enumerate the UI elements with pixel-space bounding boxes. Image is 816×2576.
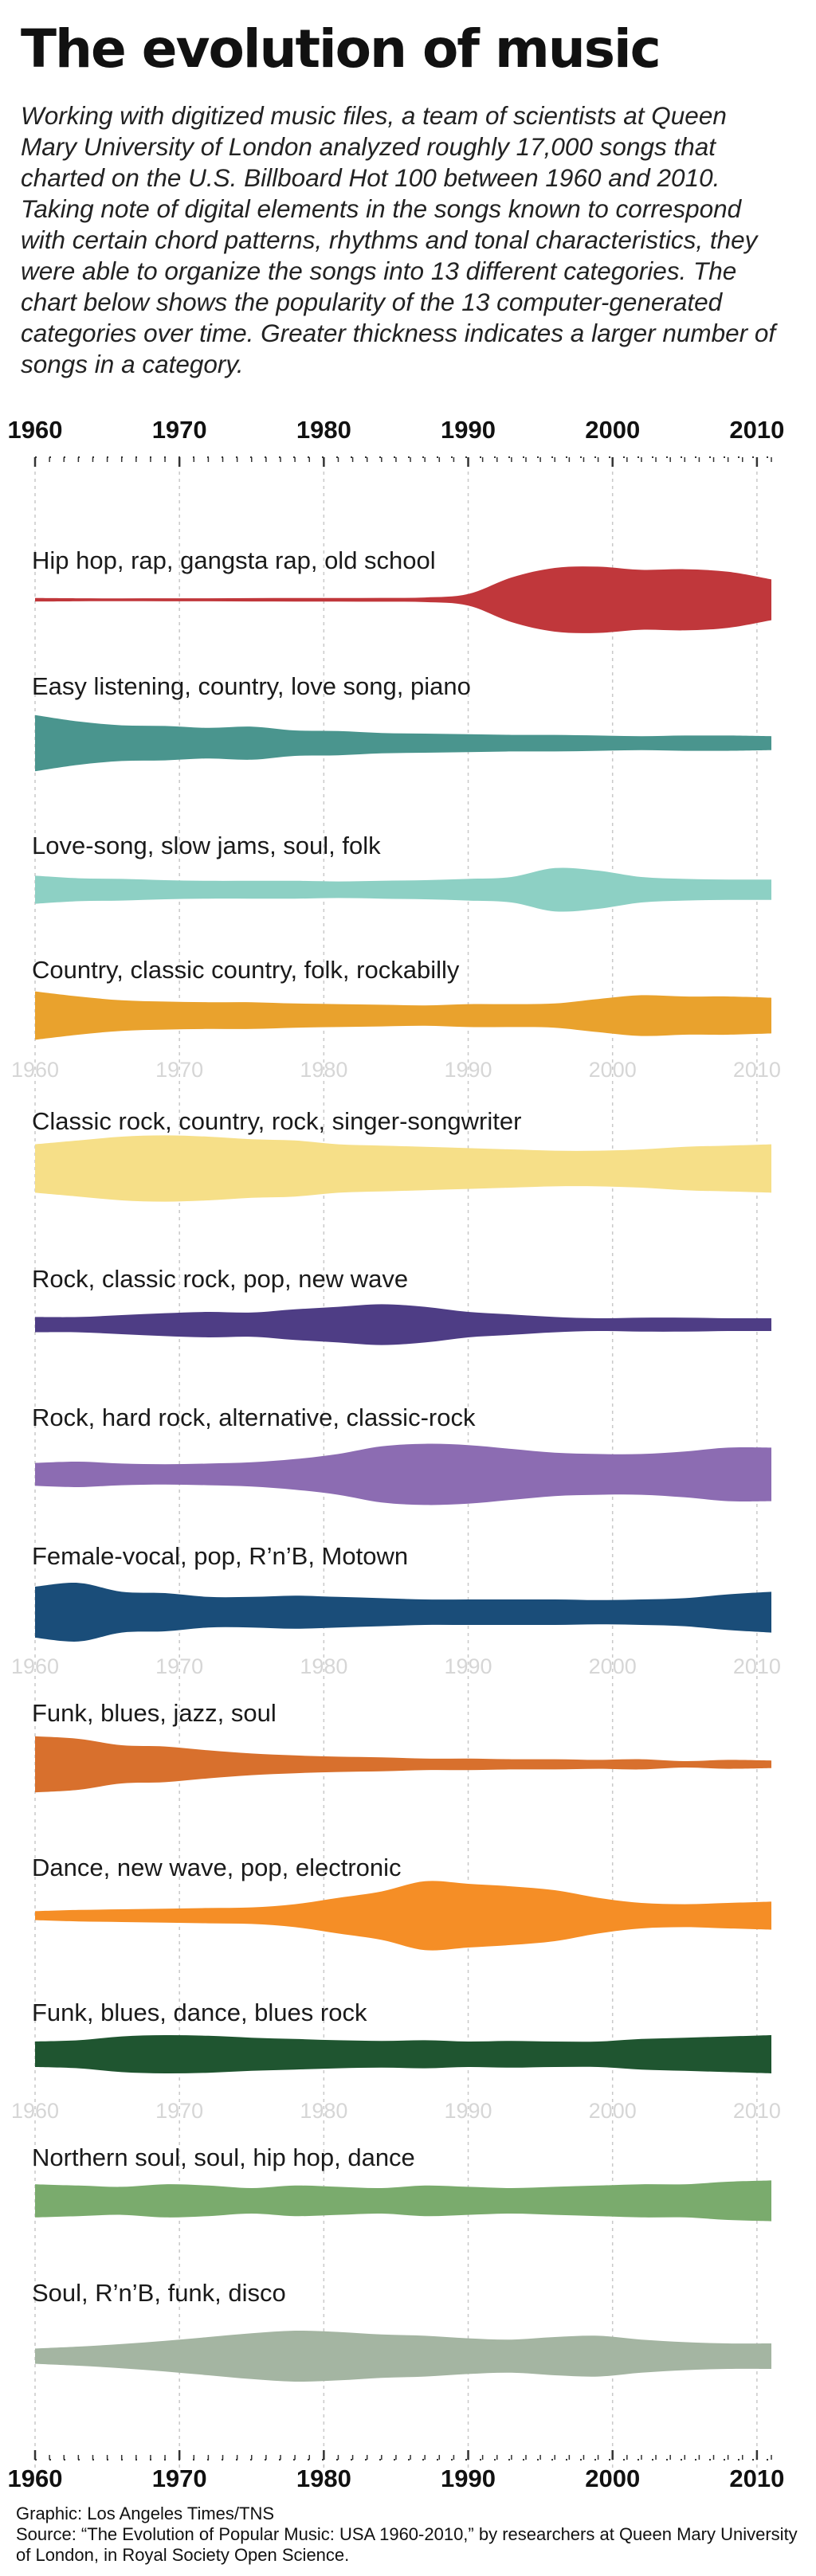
stream-1 xyxy=(35,566,771,633)
stream-label-1: Hip hop, rap, gangsta rap, old school xyxy=(32,546,436,574)
x-axis-top-label-1970: 1970 xyxy=(152,416,207,444)
stream-9 xyxy=(35,1736,771,1793)
stream-6 xyxy=(35,1304,771,1345)
stream-10 xyxy=(35,1881,771,1951)
x-axis-bottom-label-1960: 1960 xyxy=(8,2464,63,2492)
x-axis-bottom-label-1980: 1980 xyxy=(296,2464,351,2492)
x-axis-bottom: 1960 1970 1980 1990 2000 2010 xyxy=(8,2450,784,2492)
mid-axis-label-2010: 2010 xyxy=(733,1654,781,1678)
stream-4 xyxy=(35,991,771,1040)
stream-5 xyxy=(35,1135,771,1202)
stream-label-3: Love-song, slow jams, soul, folk xyxy=(32,832,381,859)
mid-axis-label-1980: 1980 xyxy=(300,1058,347,1082)
x-axis-top-label-1990: 1990 xyxy=(441,416,496,444)
stream-label-6: Rock, classic rock, pop, new wave xyxy=(32,1265,408,1293)
x-axis-bottom-label-2000: 2000 xyxy=(585,2464,640,2492)
mid-axis-label-2000: 2000 xyxy=(589,1058,637,1082)
mid-axis-label-1990: 1990 xyxy=(444,2099,492,2123)
stream-label-12: Northern soul, soul, hip hop, dance xyxy=(32,2143,415,2171)
credits: Graphic: Los Angeles Times/TNS Source: “… xyxy=(16,2504,805,2566)
x-axis-bottom-label-1970: 1970 xyxy=(152,2464,207,2492)
mid-axis-label-1960: 1960 xyxy=(11,1058,59,1082)
mid-axis-label-2000: 2000 xyxy=(589,2099,637,2123)
mid-axis-label-1980: 1980 xyxy=(300,2099,347,2123)
streams: Hip hop, rap, gangsta rap, old school Eas… xyxy=(32,546,771,2382)
mid-axis-label-1970: 1970 xyxy=(155,1058,203,1082)
stream-8 xyxy=(35,1583,771,1642)
stream-3 xyxy=(35,867,771,912)
stream-label-8: Female-vocal, pop, R’n’B, Motown xyxy=(32,1542,408,1570)
stream-7 xyxy=(35,1443,771,1505)
mid-axis-label-2000: 2000 xyxy=(589,1654,637,1678)
x-axis-top-label-2000: 2000 xyxy=(585,416,640,444)
intro-paragraph: Working with digitized music files, a te… xyxy=(21,101,776,378)
stream-label-5: Classic rock, country, rock, singer-song… xyxy=(32,1107,521,1135)
source-credit: Source: “The Evolution of Popular Music:… xyxy=(16,2524,798,2565)
mid-axis-label-1990: 1990 xyxy=(444,1654,492,1678)
mid-axis-label-2010: 2010 xyxy=(733,2099,781,2123)
mid-axis-label-1980: 1980 xyxy=(300,1654,347,1678)
x-axis-top-label-1980: 1980 xyxy=(296,416,351,444)
graphic-credit: Graphic: Los Angeles Times/TNS xyxy=(16,2504,275,2523)
repeated-year-labels: 1960 1970 1980 1990 2000 2010 1960 1970 1980 1990… xyxy=(11,1058,781,2123)
stream-label-13: Soul, R’n’B, funk, disco xyxy=(32,2279,286,2307)
x-axis-bottom-label-2010: 2010 xyxy=(729,2464,784,2492)
x-axis-top-label-2010: 2010 xyxy=(729,416,784,444)
stream-12 xyxy=(35,2180,771,2222)
mid-axis-label-2010: 2010 xyxy=(733,1058,781,1082)
stream-label-7: Rock, hard rock, alternative, classic-ro… xyxy=(32,1403,476,1431)
x-axis-bottom-label-1990: 1990 xyxy=(441,2464,496,2492)
x-axis-top: 1960 1970 1980 1990 2000 2010 xyxy=(8,416,784,467)
stream-label-9: Funk, blues, jazz, soul xyxy=(32,1699,277,1727)
mid-axis-label-1960: 1960 xyxy=(11,1654,59,1678)
stream-13 xyxy=(35,2330,771,2382)
mid-axis-label-1970: 1970 xyxy=(155,1654,203,1678)
stream-label-2: Easy listening, country, love song, pian… xyxy=(32,672,471,700)
mid-axis-label-1990: 1990 xyxy=(444,1058,492,1082)
stream-label-4: Country, classic country, folk, rockabil… xyxy=(32,956,460,984)
x-axis-top-label-1960: 1960 xyxy=(8,416,63,444)
stream-label-11: Funk, blues, dance, blues rock xyxy=(32,1999,367,2026)
mid-axis-label-1960: 1960 xyxy=(11,2099,59,2123)
stream-2 xyxy=(35,714,771,772)
mid-axis-label-1970: 1970 xyxy=(155,2099,203,2123)
stream-label-10: Dance, new wave, pop, electronic xyxy=(32,1854,402,1881)
stream-11 xyxy=(35,2034,771,2074)
page-title: The evolution of music xyxy=(21,18,661,80)
